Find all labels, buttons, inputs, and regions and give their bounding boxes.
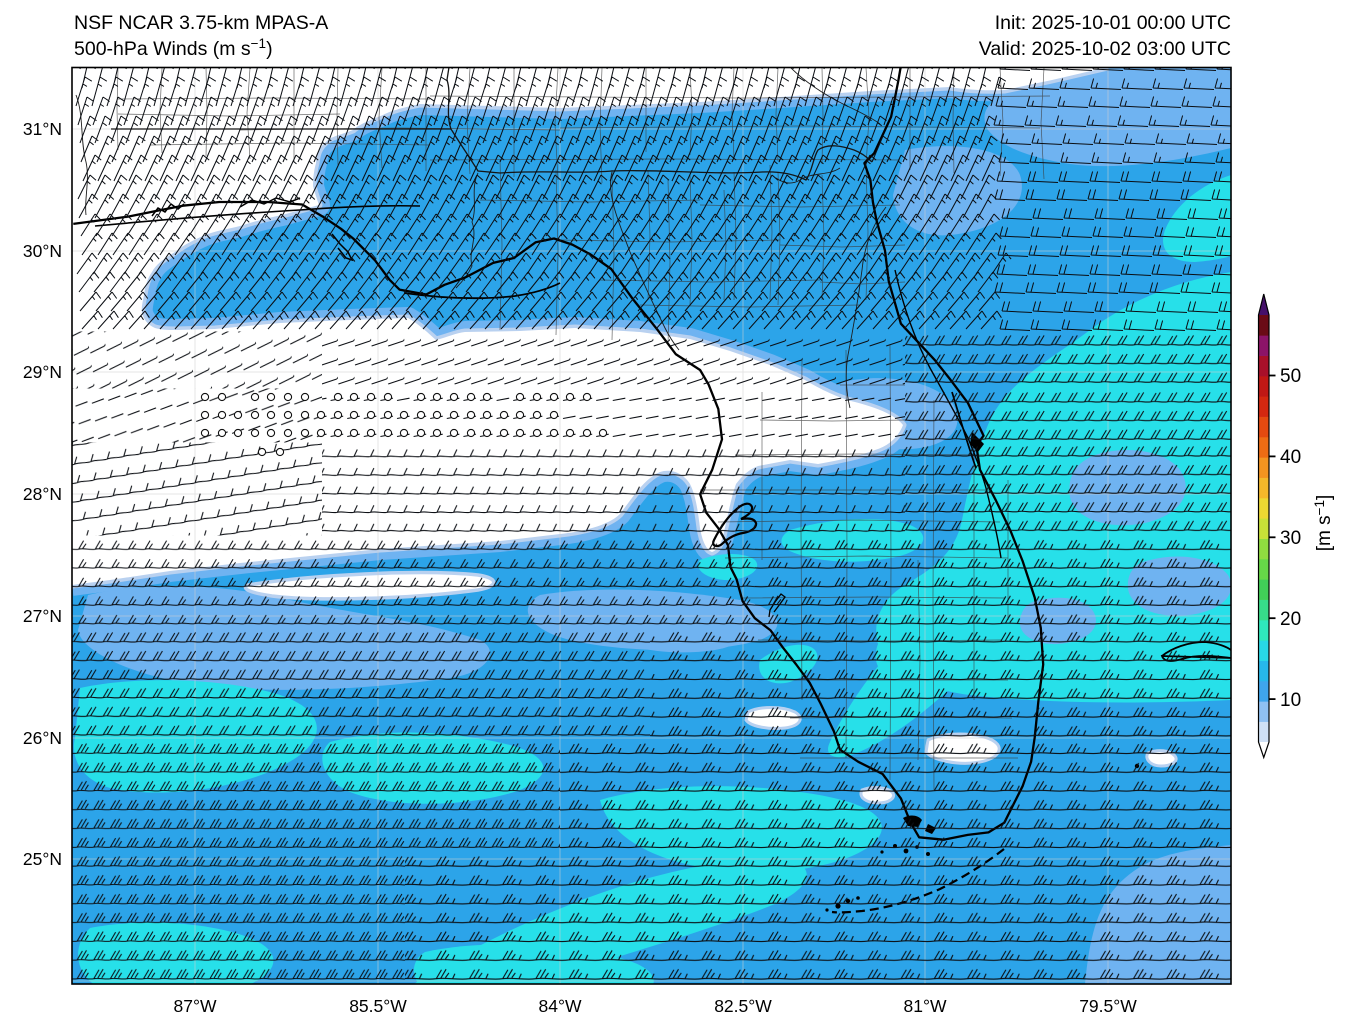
svg-text:84°W: 84°W (539, 996, 582, 1016)
svg-text:82.5°W: 82.5°W (714, 996, 772, 1016)
svg-text:Init: 2025-10-01 00:00 UTC: Init: 2025-10-01 00:00 UTC (995, 12, 1231, 34)
svg-text:Valid: 2025-10-02 03:00 UTC: Valid: 2025-10-02 03:00 UTC (979, 38, 1231, 60)
svg-text:27°N: 27°N (23, 606, 62, 626)
svg-text:81°W: 81°W (904, 996, 947, 1016)
svg-text:30: 30 (1280, 528, 1301, 549)
svg-text:20: 20 (1280, 609, 1301, 630)
svg-text:10: 10 (1280, 690, 1301, 711)
svg-text:29°N: 29°N (23, 362, 62, 382)
svg-text:NSF NCAR 3.75-km MPAS-A: NSF NCAR 3.75-km MPAS-A (74, 12, 328, 34)
svg-text:[m s−1]: [m s−1] (1312, 495, 1335, 552)
svg-text:31°N: 31°N (23, 119, 62, 139)
svg-text:85.5°W: 85.5°W (349, 996, 407, 1016)
svg-text:50: 50 (1280, 366, 1301, 387)
svg-text:25°N: 25°N (23, 849, 62, 869)
svg-text:30°N: 30°N (23, 241, 62, 261)
svg-text:40: 40 (1280, 447, 1301, 468)
svg-text:26°N: 26°N (23, 728, 62, 748)
svg-text:87°W: 87°W (174, 996, 217, 1016)
svg-text:79.5°W: 79.5°W (1079, 996, 1137, 1016)
svg-text:500-hPa Winds (m s−1): 500-hPa Winds (m s−1) (74, 36, 273, 60)
svg-text:28°N: 28°N (23, 484, 62, 504)
